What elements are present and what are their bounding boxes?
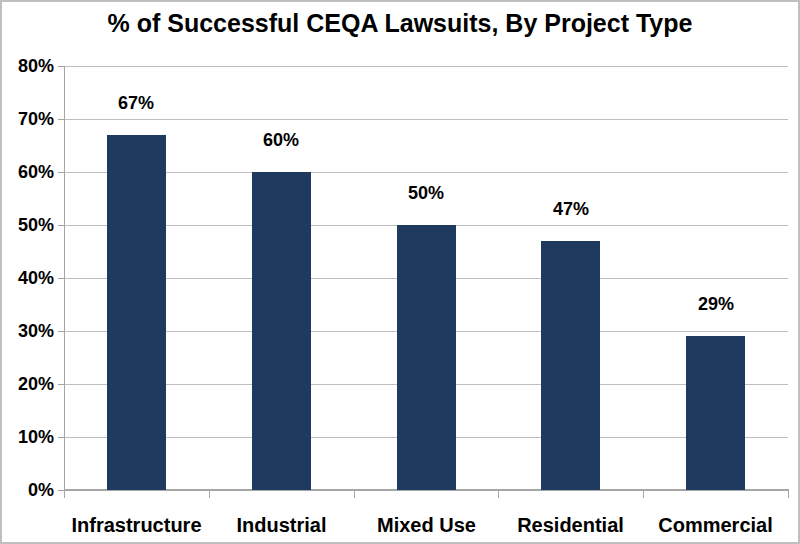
gridline-80 xyxy=(64,66,788,67)
y-axis-tick xyxy=(58,331,64,332)
x-axis-tick xyxy=(643,491,644,498)
bar-residential xyxy=(541,241,600,490)
y-axis-tick-label: 50% xyxy=(0,215,54,235)
category-label-industrial: Industrial xyxy=(209,512,354,538)
y-axis-tick xyxy=(58,437,64,438)
category-label-infrastructure: Infrastructure xyxy=(64,512,209,538)
y-axis-tick-label: 80% xyxy=(0,56,54,76)
chart-frame: % of Successful CEQA Lawsuits, By Projec… xyxy=(0,0,800,544)
y-axis-tick-label: 60% xyxy=(0,162,54,182)
y-axis-tick-label: 20% xyxy=(0,374,54,394)
gridline-70 xyxy=(64,119,788,120)
y-axis-tick-label: 40% xyxy=(0,268,54,288)
category-label-residential: Residential xyxy=(498,512,643,538)
y-axis-tick xyxy=(58,66,64,67)
y-axis-tick xyxy=(58,278,64,279)
category-label-mixed-use: Mixed Use xyxy=(354,512,499,538)
bar-infrastructure xyxy=(107,135,166,490)
x-axis-tick xyxy=(498,491,499,498)
bar-mixed-use xyxy=(397,225,456,490)
bar-value-label-industrial: 60% xyxy=(236,130,326,150)
x-axis-tick xyxy=(788,491,789,498)
bar-value-label-residential: 47% xyxy=(526,199,616,219)
y-axis-tick xyxy=(58,119,64,120)
y-axis-tick-label: 0% xyxy=(0,480,54,500)
x-axis-tick xyxy=(354,491,355,498)
gridline-60 xyxy=(64,172,788,173)
bar-commercial xyxy=(686,336,745,490)
bar-value-label-commercial: 29% xyxy=(671,294,761,314)
bar-industrial xyxy=(252,172,311,490)
bar-value-label-infrastructure: 67% xyxy=(91,93,181,113)
bar-value-label-mixed-use: 50% xyxy=(381,183,471,203)
y-axis-tick xyxy=(58,225,64,226)
x-axis-tick xyxy=(209,491,210,498)
y-axis-tick-label: 30% xyxy=(0,321,54,341)
y-axis-tick xyxy=(58,172,64,173)
y-axis-tick-label: 70% xyxy=(0,109,54,129)
y-axis-tick xyxy=(58,384,64,385)
chart-title: % of Successful CEQA Lawsuits, By Projec… xyxy=(2,9,798,38)
y-axis-tick-label: 10% xyxy=(0,427,54,447)
category-label-commercial: Commercial xyxy=(643,512,788,538)
x-axis-tick xyxy=(64,491,65,498)
y-axis-line xyxy=(64,66,65,491)
